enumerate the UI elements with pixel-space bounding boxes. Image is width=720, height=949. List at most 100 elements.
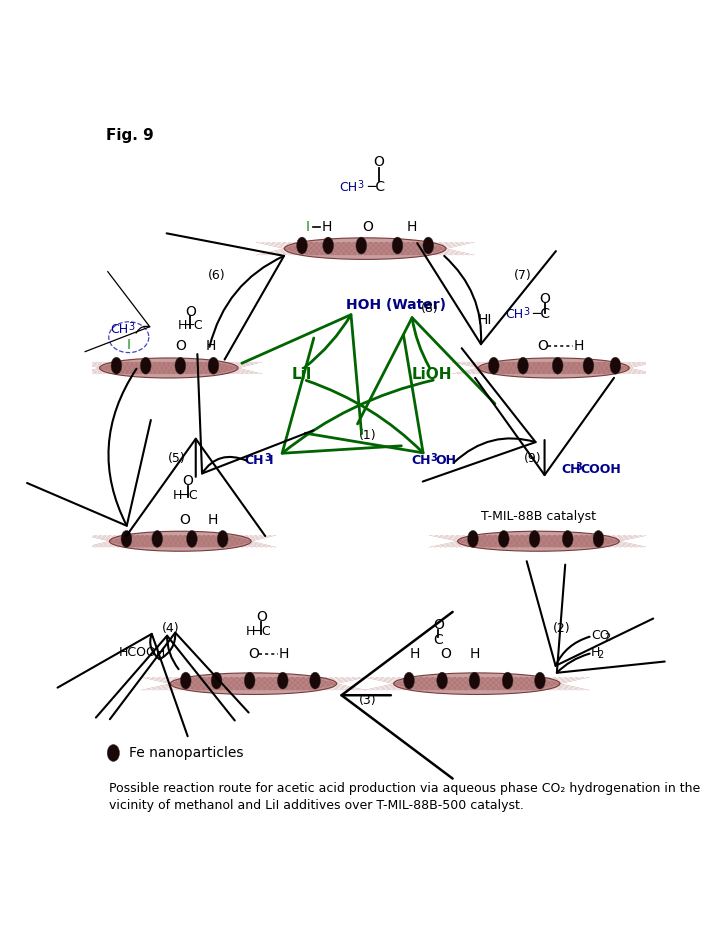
Ellipse shape xyxy=(277,672,288,689)
Text: H: H xyxy=(321,220,332,234)
Text: (9): (9) xyxy=(523,453,541,465)
Ellipse shape xyxy=(488,357,499,374)
Text: O: O xyxy=(441,647,451,661)
Text: COOH: COOH xyxy=(580,463,621,476)
Text: (5): (5) xyxy=(168,453,185,465)
Text: O: O xyxy=(248,647,259,661)
Ellipse shape xyxy=(404,672,415,689)
Text: (3): (3) xyxy=(359,694,377,707)
Ellipse shape xyxy=(175,357,186,374)
Text: H: H xyxy=(469,647,480,661)
Text: HOH (Water): HOH (Water) xyxy=(346,298,446,312)
Ellipse shape xyxy=(186,530,197,548)
Ellipse shape xyxy=(552,357,563,374)
Text: (2): (2) xyxy=(553,622,570,635)
Text: CH: CH xyxy=(411,454,431,467)
Ellipse shape xyxy=(211,672,222,689)
Ellipse shape xyxy=(99,358,238,378)
Text: T-MIL-88B catalyst: T-MIL-88B catalyst xyxy=(481,511,596,523)
Text: CO: CO xyxy=(590,629,609,642)
Text: 3: 3 xyxy=(431,453,437,463)
Text: 3: 3 xyxy=(129,322,135,332)
Text: H: H xyxy=(590,646,600,660)
Text: H: H xyxy=(574,340,585,353)
Text: H─C: H─C xyxy=(246,624,271,638)
Ellipse shape xyxy=(583,357,594,374)
Ellipse shape xyxy=(284,238,446,259)
Ellipse shape xyxy=(498,530,509,548)
Text: OH: OH xyxy=(435,454,456,467)
Text: H: H xyxy=(406,220,417,234)
Text: LiOH: LiOH xyxy=(412,366,452,381)
Ellipse shape xyxy=(297,237,307,254)
Text: CH: CH xyxy=(111,323,129,336)
Text: (4): (4) xyxy=(161,622,179,635)
Text: O: O xyxy=(374,156,384,169)
Ellipse shape xyxy=(503,672,513,689)
Ellipse shape xyxy=(109,531,251,551)
Ellipse shape xyxy=(171,673,337,695)
Text: 3: 3 xyxy=(523,307,529,317)
Text: Fig. 9: Fig. 9 xyxy=(106,128,153,142)
Ellipse shape xyxy=(121,530,132,548)
Ellipse shape xyxy=(180,672,191,689)
Ellipse shape xyxy=(534,672,545,689)
Ellipse shape xyxy=(467,530,478,548)
Text: O: O xyxy=(185,305,196,319)
Ellipse shape xyxy=(394,673,560,695)
Text: HCOOH: HCOOH xyxy=(119,646,166,660)
Text: Possible reaction route for acetic acid production via aqueous phase CO₂ hydroge: Possible reaction route for acetic acid … xyxy=(109,782,700,795)
Text: I: I xyxy=(127,338,131,352)
Text: H: H xyxy=(410,647,420,661)
Text: C: C xyxy=(433,633,444,647)
Text: CH: CH xyxy=(245,454,264,467)
Ellipse shape xyxy=(478,358,629,378)
Ellipse shape xyxy=(457,531,619,551)
Ellipse shape xyxy=(529,530,540,548)
Text: O: O xyxy=(362,220,373,234)
Ellipse shape xyxy=(518,357,528,374)
Ellipse shape xyxy=(310,672,320,689)
Text: I: I xyxy=(269,454,274,467)
Text: (1): (1) xyxy=(359,429,377,442)
Text: O: O xyxy=(537,340,548,353)
Text: Fe nanoparticles: Fe nanoparticles xyxy=(129,746,243,760)
Text: O: O xyxy=(179,512,189,527)
Ellipse shape xyxy=(140,357,151,374)
Text: LiI: LiI xyxy=(292,366,312,381)
Ellipse shape xyxy=(469,672,480,689)
Text: H: H xyxy=(279,647,289,661)
Text: 2: 2 xyxy=(597,650,603,661)
Ellipse shape xyxy=(356,237,366,254)
Ellipse shape xyxy=(323,237,333,254)
Text: O: O xyxy=(175,340,186,353)
Ellipse shape xyxy=(562,530,573,548)
Text: ─C: ─C xyxy=(532,307,550,321)
Text: (6): (6) xyxy=(208,270,225,282)
Ellipse shape xyxy=(208,357,219,374)
Text: 3: 3 xyxy=(575,462,582,473)
Text: (8): (8) xyxy=(421,302,439,315)
Text: (7): (7) xyxy=(514,270,532,282)
Text: H: H xyxy=(207,512,218,527)
Text: H: H xyxy=(206,340,216,353)
Ellipse shape xyxy=(437,672,448,689)
Text: 3: 3 xyxy=(264,453,271,463)
Text: H─C: H─C xyxy=(178,319,204,332)
Ellipse shape xyxy=(107,745,120,761)
Text: CH: CH xyxy=(505,307,523,321)
Text: O: O xyxy=(433,618,444,632)
Ellipse shape xyxy=(111,357,122,374)
Text: ─C: ─C xyxy=(366,180,384,194)
Text: 2: 2 xyxy=(605,633,611,643)
Text: O: O xyxy=(539,291,550,306)
Text: HI: HI xyxy=(477,313,492,327)
Ellipse shape xyxy=(392,237,403,254)
Ellipse shape xyxy=(610,357,621,374)
Text: 3: 3 xyxy=(357,179,364,190)
Text: O: O xyxy=(183,474,194,488)
Text: CH: CH xyxy=(562,463,581,476)
Ellipse shape xyxy=(152,530,163,548)
Text: O: O xyxy=(256,610,266,624)
Ellipse shape xyxy=(593,530,604,548)
